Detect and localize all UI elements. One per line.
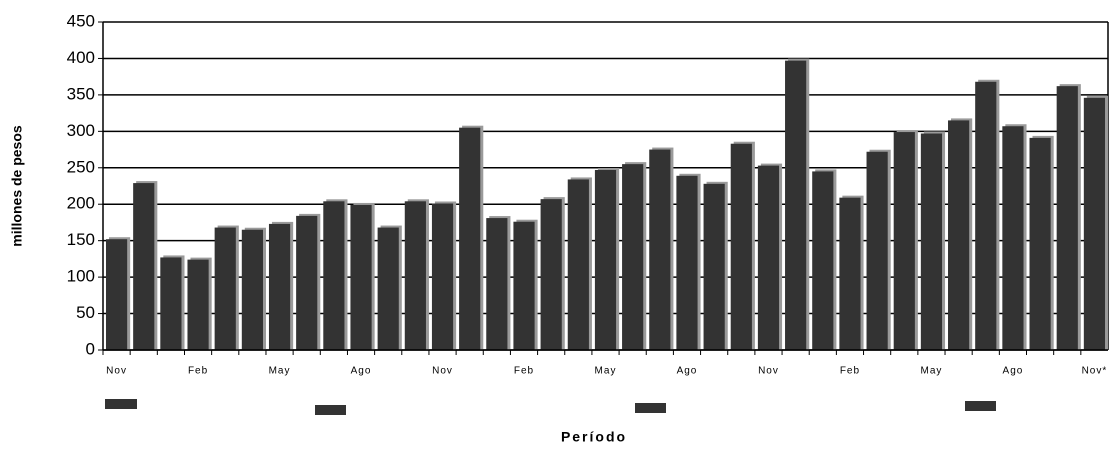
bar — [241, 229, 263, 350]
bar — [160, 257, 182, 350]
bar — [920, 133, 943, 350]
bar — [676, 175, 698, 350]
x-tick-label: May — [269, 366, 291, 377]
period-marker — [315, 405, 346, 415]
period-marker — [635, 403, 666, 413]
x-tick-label: Feb — [188, 366, 208, 377]
bar — [431, 203, 454, 350]
bar — [540, 199, 562, 350]
bar — [730, 143, 752, 350]
period-marker — [965, 401, 996, 411]
x-tick-label: Ago — [1003, 366, 1024, 377]
bar — [839, 197, 861, 350]
x-tick-label: Ago — [351, 366, 372, 377]
bar — [1056, 86, 1078, 351]
x-tick-label: Ago — [677, 366, 698, 377]
bar — [812, 171, 834, 350]
y-tick-label: 300 — [67, 121, 95, 140]
bar — [567, 179, 589, 350]
x-tick-label: Nov* — [1082, 366, 1108, 377]
x-tick-label: May — [595, 366, 617, 377]
bar — [513, 221, 535, 350]
bar — [948, 120, 970, 351]
bar — [404, 201, 426, 350]
y-tick-label: 250 — [67, 157, 95, 176]
x-tick-label: Nov — [758, 366, 779, 377]
bar — [1002, 126, 1024, 350]
bar — [459, 127, 481, 350]
x-tick-label: May — [920, 366, 942, 377]
y-tick-label: 50 — [76, 303, 95, 322]
bar — [866, 151, 888, 350]
y-tick-label: 350 — [67, 84, 95, 103]
y-tick-label: 200 — [67, 194, 95, 213]
bar — [975, 81, 997, 350]
bar — [703, 183, 725, 350]
bar — [893, 132, 915, 350]
x-tick-label: Nov — [106, 366, 127, 377]
bar — [323, 201, 345, 350]
y-tick-label: 150 — [67, 230, 95, 249]
y-tick-label: 100 — [67, 267, 95, 286]
bar — [649, 149, 671, 350]
y-axis-title: millones de pesos — [9, 125, 25, 247]
bar — [268, 223, 291, 350]
y-tick-label: 0 — [86, 339, 95, 358]
bar — [296, 215, 318, 350]
y-tick-label: 450 — [67, 11, 95, 30]
x-tick-label: Nov — [432, 366, 453, 377]
bar — [350, 204, 372, 350]
bar — [622, 164, 644, 350]
x-axis-title: Período — [561, 429, 627, 445]
bar — [757, 165, 780, 350]
bar — [785, 60, 807, 351]
bar — [486, 218, 508, 350]
period-marker — [105, 399, 137, 409]
bar — [105, 239, 128, 350]
bar — [187, 259, 209, 350]
bar — [214, 227, 236, 350]
bar — [1029, 137, 1051, 350]
y-tick-label: 400 — [67, 48, 95, 67]
bar — [594, 169, 617, 350]
x-tick-label: Feb — [840, 366, 860, 377]
bar — [377, 227, 399, 350]
x-tick-label: Feb — [514, 366, 534, 377]
bar — [133, 183, 155, 350]
bar — [1083, 97, 1106, 350]
